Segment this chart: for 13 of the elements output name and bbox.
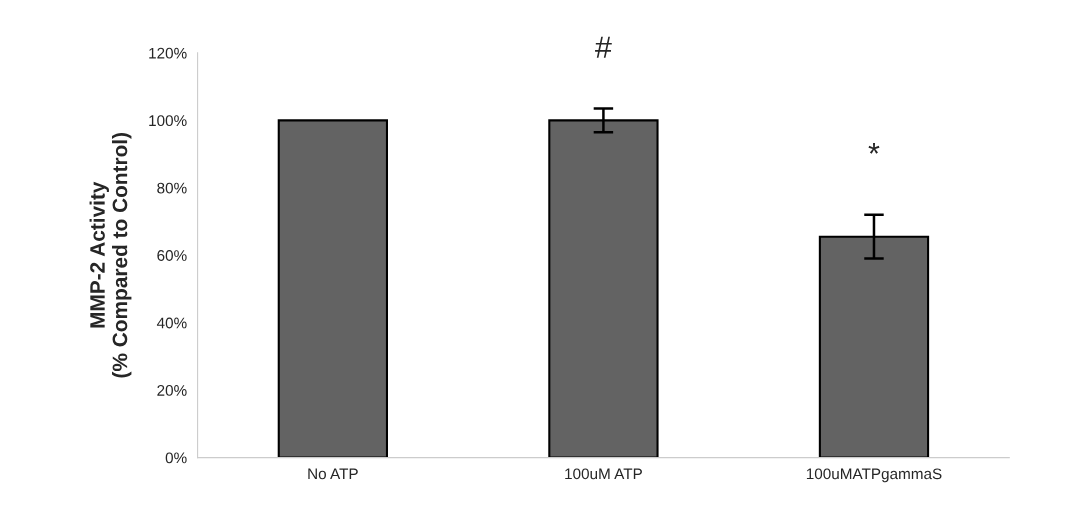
- y-tick-label: 100%: [149, 115, 187, 127]
- y-tick-label: 40%: [156, 317, 187, 329]
- x-tick-label: No ATP: [308, 468, 358, 480]
- x-tick-label: 100uM ATP: [565, 468, 642, 480]
- annotation: #: [595, 36, 612, 58]
- y-tick-label: 60%: [157, 250, 187, 261]
- y-axis-title: MMP-2 Activity (% Compared to Control): [89, 133, 132, 378]
- y-tick-label: 0%: [165, 452, 187, 464]
- x-tick-label: 100uMATPgammaS: [806, 468, 942, 483]
- y-tick-label: 20%: [157, 385, 187, 396]
- annotation: *: [868, 142, 880, 154]
- y-tick-label: 120%: [149, 47, 187, 59]
- y-tick-label: 80%: [157, 182, 187, 194]
